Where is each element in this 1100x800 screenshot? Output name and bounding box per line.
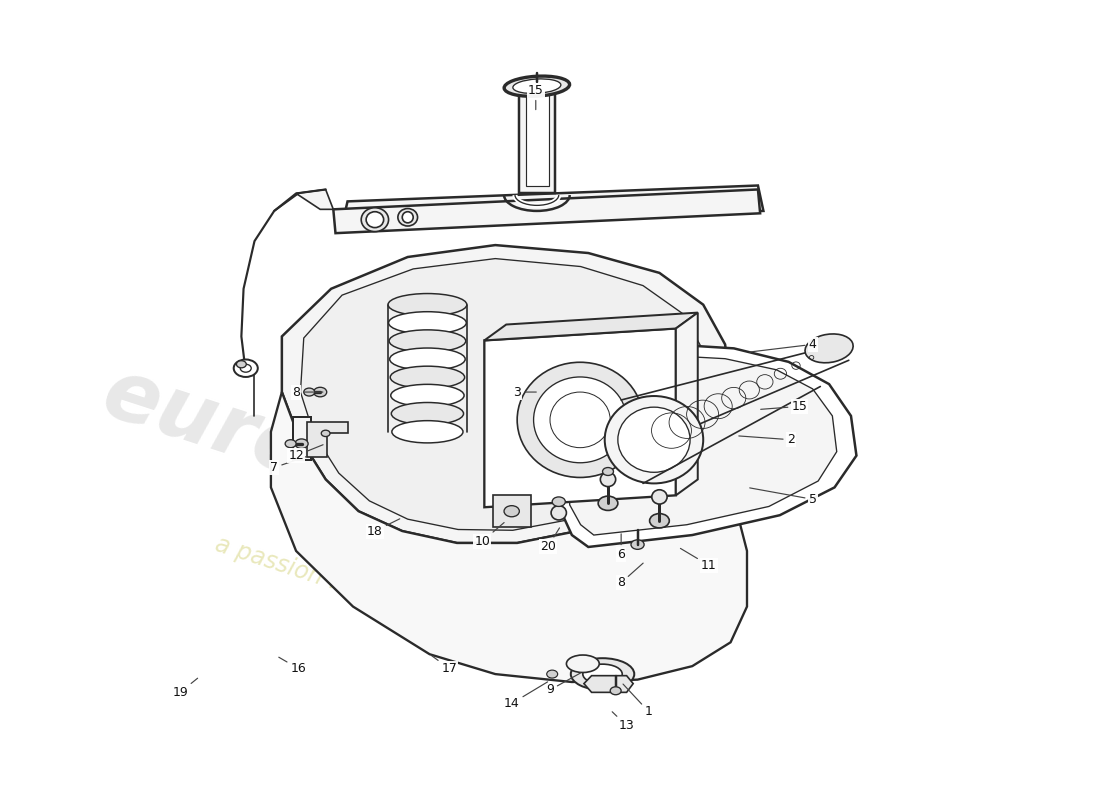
Polygon shape [519, 82, 556, 194]
Ellipse shape [389, 348, 465, 370]
Text: a passion for parts since 1985: a passion for parts since 1985 [212, 532, 559, 665]
Ellipse shape [366, 212, 384, 228]
Text: 12: 12 [288, 445, 323, 462]
Polygon shape [282, 245, 730, 543]
Text: 7: 7 [271, 457, 307, 474]
Ellipse shape [605, 396, 703, 483]
Text: 13: 13 [613, 712, 635, 732]
Ellipse shape [583, 664, 623, 684]
Text: 8: 8 [617, 563, 643, 590]
Text: 15: 15 [761, 400, 807, 413]
Ellipse shape [504, 76, 570, 96]
Text: 2: 2 [739, 434, 794, 446]
Polygon shape [300, 258, 707, 530]
Ellipse shape [610, 686, 621, 694]
Ellipse shape [236, 361, 246, 368]
Ellipse shape [598, 496, 618, 510]
Ellipse shape [547, 670, 558, 678]
Ellipse shape [361, 208, 388, 231]
Ellipse shape [388, 312, 466, 334]
Ellipse shape [513, 79, 561, 94]
Text: 11: 11 [681, 548, 716, 572]
Polygon shape [526, 90, 549, 186]
Ellipse shape [285, 440, 296, 448]
Ellipse shape [403, 212, 414, 223]
Ellipse shape [398, 209, 418, 226]
Ellipse shape [504, 506, 519, 517]
Ellipse shape [389, 330, 465, 352]
Polygon shape [333, 190, 760, 233]
Polygon shape [296, 190, 333, 210]
Ellipse shape [295, 439, 308, 449]
Polygon shape [293, 418, 311, 459]
Ellipse shape [390, 384, 464, 406]
Polygon shape [484, 313, 697, 341]
Polygon shape [584, 676, 634, 692]
Polygon shape [561, 344, 857, 547]
Ellipse shape [566, 655, 600, 673]
Ellipse shape [390, 366, 464, 389]
Text: 5: 5 [750, 488, 816, 506]
Ellipse shape [551, 506, 566, 520]
Ellipse shape [392, 402, 463, 425]
Text: 4: 4 [750, 338, 816, 352]
Text: 1: 1 [623, 684, 652, 718]
Ellipse shape [631, 540, 645, 550]
Ellipse shape [571, 658, 635, 690]
Text: euroPares: euroPares [94, 352, 569, 575]
Text: 14: 14 [504, 682, 548, 710]
Ellipse shape [392, 421, 463, 443]
Text: 15: 15 [528, 84, 543, 110]
Polygon shape [484, 329, 675, 507]
Ellipse shape [652, 490, 667, 504]
Polygon shape [570, 355, 837, 535]
Text: 6: 6 [617, 534, 625, 562]
Text: 16: 16 [278, 658, 306, 675]
Text: 20: 20 [540, 528, 560, 554]
Text: 10: 10 [474, 522, 504, 548]
Text: 17: 17 [432, 656, 458, 675]
Ellipse shape [805, 334, 854, 362]
Ellipse shape [650, 514, 669, 528]
Text: 9: 9 [546, 673, 581, 697]
Ellipse shape [517, 362, 644, 478]
Text: 3: 3 [514, 386, 537, 398]
Ellipse shape [233, 359, 257, 377]
Polygon shape [342, 186, 763, 226]
Text: 19: 19 [173, 678, 198, 699]
Ellipse shape [603, 467, 614, 475]
Bar [493, 495, 531, 527]
Ellipse shape [314, 387, 327, 397]
Ellipse shape [321, 430, 330, 437]
Polygon shape [271, 392, 747, 682]
Ellipse shape [534, 377, 627, 462]
Ellipse shape [618, 407, 690, 472]
Ellipse shape [388, 294, 466, 316]
Text: 18: 18 [367, 519, 399, 538]
Ellipse shape [304, 388, 315, 396]
Ellipse shape [601, 472, 616, 486]
Ellipse shape [552, 497, 565, 506]
Polygon shape [307, 422, 348, 457]
Text: 8: 8 [293, 386, 323, 398]
Polygon shape [675, 313, 697, 495]
